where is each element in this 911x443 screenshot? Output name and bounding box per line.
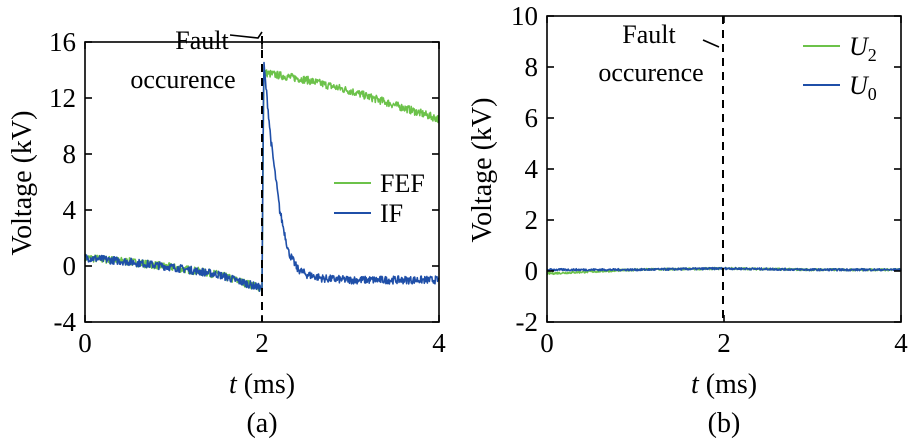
chart-a-annotation-line2: occurence (130, 65, 235, 94)
chart-a-legend: FEF IF (334, 169, 425, 228)
chart-b-annotation-leader (702, 39, 720, 48)
chart-b-annotation-line2: occurence (598, 58, 703, 87)
chart-b-xtick-label: 2 (717, 328, 731, 358)
chart-b-legend-label-u2: U2 (849, 32, 877, 65)
chart-b-ytick-label: -2 (516, 307, 539, 337)
chart-a-annotation-line1: Fault (175, 26, 229, 55)
chart-b-legend-u2-var: U (849, 32, 870, 61)
chart-b-ytick-label: 8 (525, 52, 539, 82)
chart-a-xlabel: t (ms) (229, 369, 295, 400)
chart-a-caption: (a) (246, 408, 277, 439)
chart-b-ytick-label: 0 (525, 256, 539, 286)
chart-b-legend: U2 U0 (803, 32, 877, 104)
chart-a-ylabel: Voltage (kV) (7, 111, 38, 256)
chart-a-annotation-leader (229, 31, 263, 39)
chart-a-xtick-label: 0 (78, 328, 92, 358)
chart-b-xtick-label: 0 (540, 328, 554, 358)
chart-b-axes (546, 15, 902, 323)
chart-b-ytick-label: 4 (525, 154, 539, 184)
chart-b-legend-u0-var: U (849, 71, 870, 100)
chart-b-xlabel: t (ms) (691, 369, 757, 400)
chart-a-xlabel-var: t (229, 369, 238, 400)
chart-b-legend-u0-sub: 0 (868, 84, 877, 104)
chart-a-ytick-label: 16 (49, 27, 76, 57)
chart-a-xtick-label: 2 (255, 328, 269, 358)
chart-b-xlabel-var: t (691, 369, 700, 400)
chart-a-xlabel-unit: (ms) (237, 369, 295, 400)
chart-a-ytick-label: 0 (63, 251, 77, 281)
chart-b-ylabel: Voltage (kV) (467, 98, 498, 243)
chart-b-ytick-label: 6 (525, 103, 539, 133)
chart-a-ytick-label: 12 (49, 83, 76, 113)
chart-b-legend-label-u0: U0 (849, 71, 877, 104)
chart-a-ytick-label: -4 (54, 307, 77, 337)
chart-a-axes (84, 41, 440, 323)
chart-a-ytick-label: 4 (63, 195, 77, 225)
chart-a-xtick-label: 4 (432, 328, 446, 358)
chart-b-annotation-line1: Fault (622, 20, 676, 49)
chart-a-ytick-label: 8 (63, 139, 77, 169)
chart-a-legend-label-fef: FEF (380, 169, 425, 198)
chart-b-caption: (b) (708, 408, 741, 439)
chart-b-xtick-label: 4 (894, 328, 908, 358)
chart-b-ytick-label: 10 (511, 1, 538, 31)
chart-b-xlabel-unit: (ms) (699, 369, 757, 400)
chart-b-ytick-label: 2 (525, 205, 539, 235)
chart-a-legend-label-if: IF (380, 199, 403, 228)
chart-b-legend-u2-sub: 2 (868, 45, 877, 65)
